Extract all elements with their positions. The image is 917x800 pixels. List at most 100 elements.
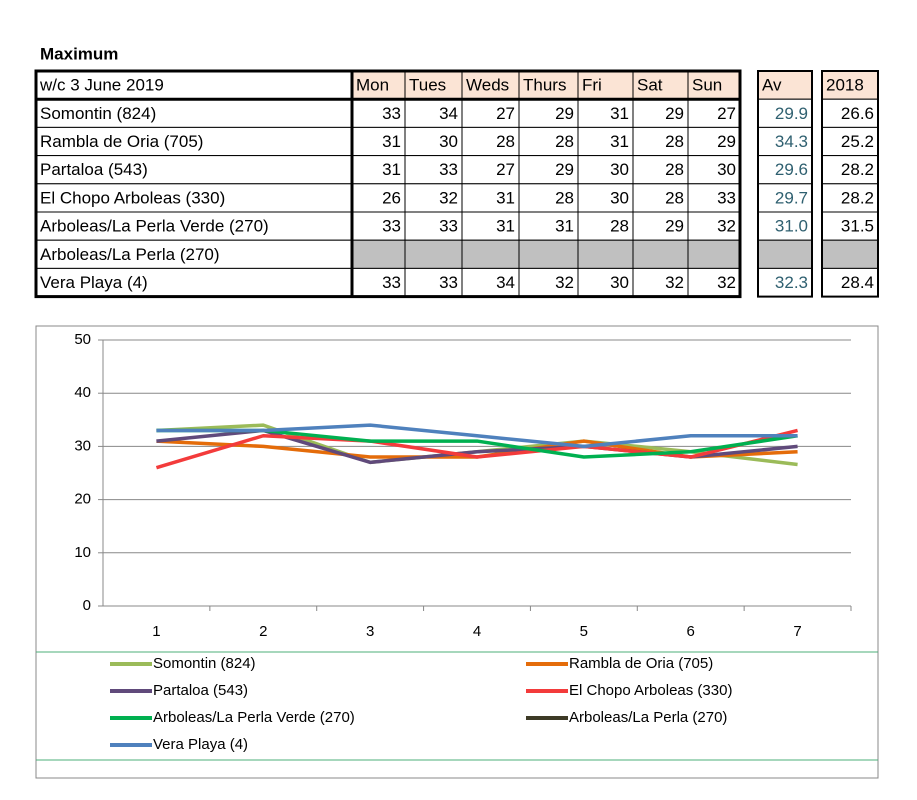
table-cell (821, 183, 879, 213)
table-text: Rambla de Oria (705) (40, 132, 203, 151)
x-tick-label: 3 (366, 623, 374, 640)
table-cell (821, 211, 879, 241)
table-text: 28 (610, 217, 629, 236)
table-text: 31.0 (775, 217, 808, 236)
table-text: 30 (717, 160, 736, 179)
table-cell (687, 239, 741, 269)
table-cell (461, 126, 520, 157)
table-text: 26.6 (841, 104, 874, 123)
table-text: 30 (610, 273, 629, 292)
table-text: 29 (555, 160, 574, 179)
series-line (155, 428, 798, 470)
table-text: 30 (610, 160, 629, 179)
column-header: Fri (582, 76, 602, 95)
table-cell (821, 239, 879, 269)
y-tick-label: 30 (74, 437, 91, 454)
table-text: 31 (610, 132, 629, 151)
table-text: 28.2 (841, 188, 874, 207)
table-text: 28 (665, 132, 684, 151)
table-text: 30 (439, 132, 458, 151)
column-header: 2018 (826, 76, 864, 95)
table-text: 26 (382, 188, 401, 207)
table-cell (577, 239, 634, 269)
table-text: 29 (555, 104, 574, 123)
table-cell (632, 239, 689, 269)
table-cell (404, 70, 463, 100)
y-tick-label: 0 (83, 597, 91, 614)
table-cell (757, 98, 813, 128)
table-text: 31 (496, 217, 515, 236)
table-cell (35, 70, 353, 100)
table-cell (351, 267, 406, 298)
table-cell (461, 239, 520, 269)
table-text: 31 (555, 217, 574, 236)
table-text: 33 (382, 217, 401, 236)
x-tick-label: 7 (793, 623, 801, 640)
table-cell (518, 239, 579, 269)
table-text: 31 (382, 132, 401, 151)
legend-label: El Chopo Arboleas (330) (569, 682, 732, 699)
table-text: 28 (555, 188, 574, 207)
table-text: 33 (717, 188, 736, 207)
table-text: 25.2 (841, 132, 874, 151)
table-cell (404, 211, 463, 241)
table-cell (35, 267, 353, 298)
column-header: Tues (409, 76, 446, 95)
x-tick-label: 1 (152, 623, 160, 640)
legend-label: Somontin (824) (153, 655, 256, 672)
table-text: Vera Playa (4) (40, 273, 148, 292)
table-cell (687, 98, 741, 128)
table-cell (351, 239, 406, 269)
legend-label: Arboleas/La Perla (270) (569, 709, 727, 726)
table-text: Somontin (824) (40, 104, 156, 123)
table-text: El Chopo Arboleas (330) (40, 188, 225, 207)
table-text: 30 (610, 188, 629, 207)
table-text: 29 (665, 104, 684, 123)
table-text: 29.7 (775, 188, 808, 207)
table-cell (351, 126, 406, 157)
table-cell (518, 155, 579, 185)
table-text: 28.4 (841, 273, 874, 292)
table-cell (757, 211, 813, 241)
table-cell (687, 126, 741, 157)
x-tick-label: 4 (473, 623, 481, 640)
table-text: 28 (665, 160, 684, 179)
table-text: 32 (665, 273, 684, 292)
table-cell (351, 98, 406, 128)
table-text: 32 (717, 273, 736, 292)
table-text: Arboleas/La Perla Verde (270) (40, 217, 269, 236)
table-text: 32 (555, 273, 574, 292)
table-text: 34.3 (775, 132, 808, 151)
table-text: 28 (496, 132, 515, 151)
table-cell (687, 155, 741, 185)
chart-frame (35, 325, 879, 779)
table-cell (687, 267, 741, 298)
table-text: 28 (555, 132, 574, 151)
y-tick-label: 10 (74, 544, 91, 561)
table-text: 28 (665, 188, 684, 207)
table-text: Arboleas/La Perla (270) (40, 245, 220, 264)
table-text: 31.5 (841, 217, 874, 236)
table-cell (461, 155, 520, 185)
table-text: 28.2 (841, 160, 874, 179)
y-tick-label: 40 (74, 384, 91, 401)
x-tick-label: 5 (580, 623, 588, 640)
column-header: Weds (466, 76, 509, 95)
table-text: 32.3 (775, 273, 808, 292)
table-cell (577, 126, 634, 157)
table-text: 31 (382, 160, 401, 179)
table-outline (34, 69, 742, 299)
table-text: 32 (439, 188, 458, 207)
table-cell (632, 211, 689, 241)
table-text: 27 (717, 104, 736, 123)
table-cell (461, 183, 520, 213)
table-cell (518, 267, 579, 298)
table-text: 29 (717, 132, 736, 151)
table-cell (632, 267, 689, 298)
legend-label: Arboleas/La Perla Verde (270) (153, 709, 355, 726)
y-tick-label: 20 (74, 491, 91, 508)
table-cell (35, 239, 353, 269)
table-cell (577, 267, 634, 298)
table-text: 27 (496, 104, 515, 123)
